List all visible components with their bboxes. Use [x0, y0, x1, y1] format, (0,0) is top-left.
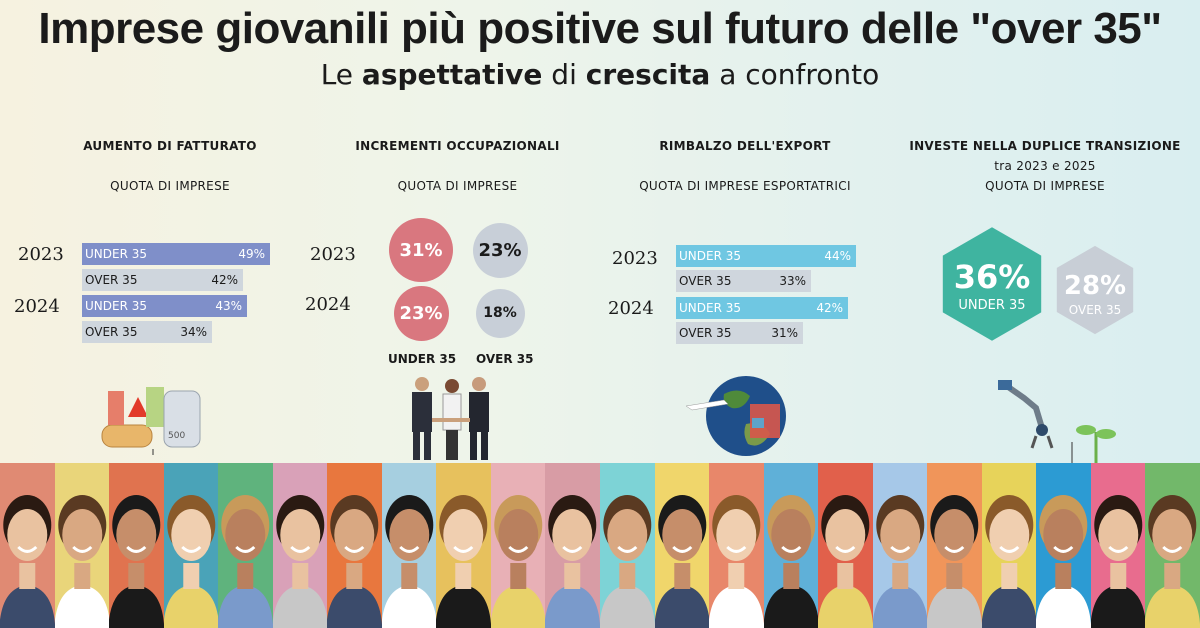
face-portrait: [0, 463, 56, 628]
legend-under35: UNDER 35: [388, 352, 457, 366]
face-portrait: [218, 463, 274, 628]
hexagon-label: UNDER 35: [958, 298, 1025, 313]
face-portrait: [927, 463, 983, 628]
bar-value-label: 44%: [824, 249, 851, 263]
bar-value-label: 42%: [816, 301, 843, 315]
face-portrait: [654, 463, 711, 628]
face-portrait: [490, 463, 547, 628]
year-label: 2024: [305, 294, 351, 315]
legend-over35: OVER 35: [476, 352, 534, 366]
panel-title-fatturato: AUMENTO DI FATTURATO: [83, 139, 257, 153]
face-portrait: [545, 463, 601, 628]
face-portrait: [709, 463, 765, 628]
face-portrait: [981, 463, 1038, 628]
face-portrait: [872, 463, 929, 628]
bar-value-label: 42%: [211, 273, 238, 287]
bar-value-label: 31%: [771, 326, 798, 340]
face-portrait: [272, 463, 329, 628]
bar-value-label: 43%: [215, 299, 242, 313]
bar-value-label: 49%: [238, 247, 265, 261]
bar: OVER 35 31%: [676, 322, 803, 344]
bar-series-label: OVER 35: [679, 326, 732, 340]
page-title: Imprese giovanili più positive sul futur…: [38, 4, 1162, 53]
subtitle-part: Le: [320, 58, 362, 91]
face-portrait: [109, 463, 165, 628]
bar: UNDER 35 43%: [82, 295, 247, 317]
subtitle-part: a confronto: [710, 58, 880, 91]
bubble: 23%: [472, 222, 528, 278]
face-portrait: [1036, 463, 1092, 628]
bar: UNDER 35 42%: [676, 297, 848, 319]
year-label: 2024: [14, 296, 60, 317]
bar-series-label: UNDER 35: [679, 249, 742, 263]
hexagon-value: 36%: [954, 258, 1031, 296]
faces-photo-strip: [0, 463, 1200, 628]
bar-series-label: UNDER 35: [85, 299, 148, 313]
bar-series-label: OVER 35: [85, 325, 138, 339]
hexagon-label: OVER 35: [1069, 303, 1121, 317]
face-portrait: [763, 463, 820, 628]
bar-value-label: 33%: [779, 274, 806, 288]
subtitle-part: crescita: [585, 58, 711, 91]
hexagon-value: 28%: [1064, 271, 1126, 301]
year-label: 2024: [608, 298, 654, 319]
globe-icon: [685, 376, 786, 456]
panel-subtitle-fatturato: QUOTA DI IMPRESE: [110, 179, 230, 193]
face-portrait: [163, 463, 220, 628]
hexagon: 28% OVER 35: [1056, 245, 1134, 335]
bar-series-label: UNDER 35: [85, 247, 148, 261]
face-portrait: [818, 463, 874, 628]
panel-subtitle-occupazione: QUOTA DI IMPRESE: [397, 179, 518, 193]
bar: OVER 35 33%: [676, 270, 811, 292]
page-subtitle: Le aspettative di crescita a confronto: [0, 58, 1200, 91]
panel-subtitle-transizione-period: tra 2023 e 2025: [994, 159, 1096, 173]
face-portrait: [54, 463, 111, 628]
face-portrait: [436, 463, 492, 628]
year-label: 2023: [612, 248, 658, 269]
face-portrait: [381, 463, 438, 628]
face-portrait: [600, 463, 656, 628]
bar-series-label: UNDER 35: [679, 301, 742, 315]
bubble: 18%: [475, 288, 525, 338]
panel-subtitle-transizione: QUOTA DI IMPRESE: [985, 179, 1105, 193]
bar-series-label: OVER 35: [85, 273, 138, 287]
year-label: 2023: [310, 244, 356, 265]
bubble: 31%: [389, 218, 453, 282]
svg-text:500: 500: [168, 431, 185, 441]
panel-title-transizione: INVESTE NELLA DUPLICE TRANSIZIONE: [909, 139, 1181, 153]
banknotes-icon: 500: [101, 387, 201, 455]
hexagon: 36% UNDER 35: [942, 227, 1042, 341]
subtitle-part: aspettative: [361, 58, 543, 91]
bar: UNDER 35 44%: [676, 245, 856, 267]
bar-value-label: 34%: [180, 325, 207, 339]
panel-subtitle-export: QUOTA DI IMPRESE ESPORTATRICI: [639, 179, 851, 193]
face-portrait: [1090, 463, 1147, 628]
face-portrait: [1145, 463, 1200, 628]
bar: OVER 35 34%: [82, 321, 212, 343]
panel-title-occupazione: INCREMENTI OCCUPAZIONALI: [355, 139, 560, 153]
subtitle-part: di: [542, 58, 586, 91]
handshake-icon: [412, 377, 489, 460]
bar: UNDER 35 49%: [82, 243, 270, 265]
bar: OVER 35 42%: [82, 269, 243, 291]
robot-plant-icon: [998, 380, 1116, 464]
bar-series-label: OVER 35: [679, 274, 732, 288]
panel-title-export: RIMBALZO DELL'EXPORT: [659, 139, 831, 153]
year-label: 2023: [18, 244, 64, 265]
face-portrait: [327, 463, 383, 628]
bubble: 23%: [393, 285, 449, 341]
